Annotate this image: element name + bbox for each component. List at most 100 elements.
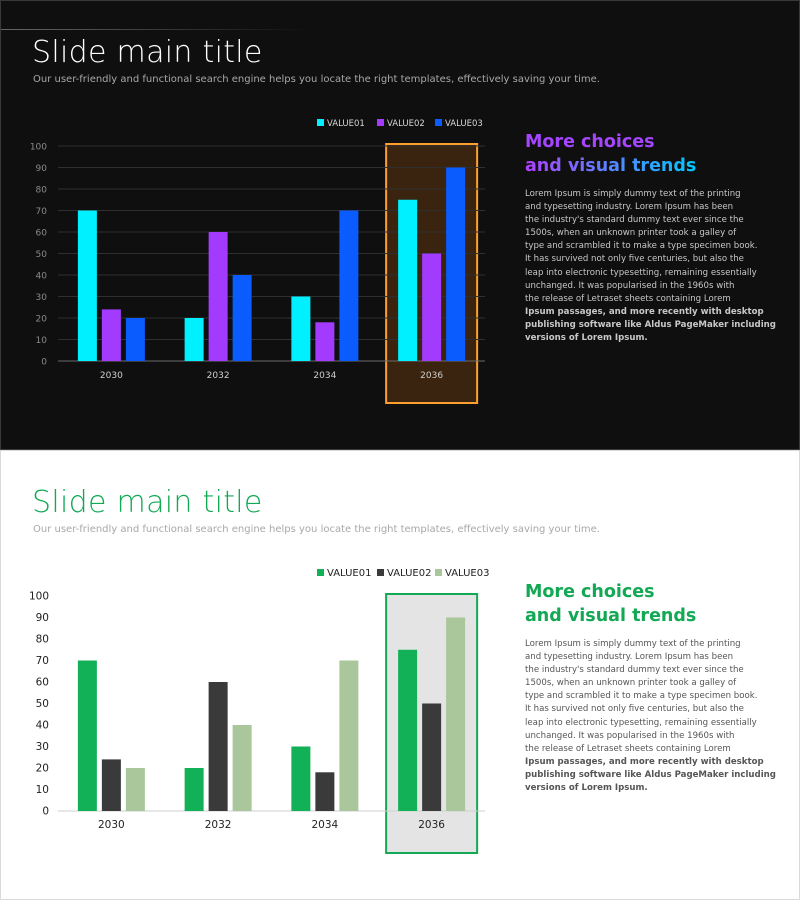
bar-value03-2030 [125,768,145,811]
legend-swatch [317,569,324,576]
x-tick-label: 2034 [313,371,336,381]
body-line: the industry's standard dummy text ever … [525,665,744,676]
y-tick-label: 50 [36,250,48,260]
bar-value01-2036 [398,649,418,811]
bar-value01-2032 [184,318,204,361]
side-heading-line1: More choices [525,132,655,152]
bar-value01-2036 [398,199,418,361]
slide-subtitle: Our user-friendly and functional search … [33,74,600,85]
legend-label: VALUE01 [327,119,365,129]
y-tick-label: 60 [36,677,49,689]
y-tick-label: 30 [36,741,49,753]
bar-value02-2034 [315,322,335,361]
bar-value02-2036 [422,253,442,361]
slide-light: Slide main title Our user-friendly and f… [0,450,800,900]
slide-title: Slide main title [32,485,263,520]
bar-value01-2034 [291,746,311,811]
bar-value02-2030 [101,759,121,811]
legend-label: VALUE03 [445,568,489,579]
x-tick-label: 2034 [312,819,339,831]
body-line-bold: Ipsum passages, and more recently with d… [525,756,764,767]
side-body-text: Lorem Ipsum is simply dummy text of the … [525,638,781,795]
legend-swatch [377,569,384,576]
y-tick-label: 70 [36,655,49,667]
y-tick-label: 90 [36,164,48,174]
side-heading-line2: and visual trends [525,606,697,626]
y-tick-label: 60 [36,229,48,239]
bar-value02-2036 [422,703,442,811]
y-tick-label: 10 [36,336,48,346]
body-line: leap into electronic typesetting, remain… [525,267,757,278]
legend-label: VALUE01 [327,568,371,579]
bar-value03-2036 [446,167,466,361]
bar-value01-2030 [77,210,97,361]
legend-swatch [317,119,324,126]
bar-value03-2036 [446,617,466,811]
slide-title: Slide main title [32,35,263,70]
bar-value02-2030 [101,309,121,361]
bar-value03-2030 [125,318,145,361]
body-line-bold: versions of Lorem Ipsum. [525,783,648,794]
y-tick-label: 30 [36,293,48,303]
body-line: and typesetting industry. Lorem Ipsum ha… [525,652,734,663]
side-heading-line1: More choices [525,582,655,602]
title-divider [1,29,311,30]
side-heading-line2: and visual trends [525,156,697,176]
body-line: the release of Letraset sheets containin… [525,293,731,304]
y-tick-label: 10 [36,784,49,796]
x-tick-label: 2036 [420,371,443,381]
y-tick-label: 100 [29,591,49,603]
x-tick-label: 2036 [418,819,445,831]
y-tick-label: 50 [36,698,49,710]
y-tick-label: 80 [36,186,48,196]
bar-value03-2034 [339,660,359,811]
bar-value01-2034 [291,296,311,361]
bar-value03-2032 [232,725,252,811]
y-tick-label: 20 [36,315,48,325]
bar-value01-2030 [77,660,97,811]
side-body-text: Lorem Ipsum is simply dummy text of the … [525,188,781,345]
body-line-bold: versions of Lorem Ipsum. [525,333,648,344]
x-tick-label: 2030 [98,819,125,831]
y-tick-label: 80 [36,634,49,646]
legend-swatch [377,119,384,126]
legend-label: VALUE03 [445,119,483,129]
x-tick-label: 2032 [207,371,230,381]
y-tick-label: 20 [36,763,49,775]
body-line: unchanged. It was popularised in the 196… [525,730,735,741]
body-line: the release of Letraset sheets containin… [525,743,731,754]
bar-value03-2034 [339,210,359,361]
body-line: and typesetting industry. Lorem Ipsum ha… [525,202,734,213]
body-line-bold: publishing software like Aldus PageMaker… [525,319,776,330]
bar-value03-2032 [232,275,252,361]
body-line: It has survived not only five centuries,… [525,254,744,265]
body-line: type and scrambled it to make a type spe… [525,241,758,252]
legend-swatch [435,569,442,576]
side-heading: More choices and visual trends [525,580,696,628]
body-line-bold: Ipsum passages, and more recently with d… [525,306,764,317]
bar-value02-2032 [208,232,228,361]
legend-label: VALUE02 [387,119,425,129]
y-tick-label: 70 [36,207,48,217]
body-line-bold: publishing software like Aldus PageMaker… [525,769,776,780]
y-tick-label: 0 [41,358,47,368]
x-tick-label: 2032 [205,819,232,831]
y-tick-label: 90 [36,612,49,624]
slide-subtitle: Our user-friendly and functional search … [33,524,600,535]
body-line: Lorem Ipsum is simply dummy text of the … [525,189,741,199]
body-line: unchanged. It was popularised in the 196… [525,280,735,291]
body-line: It has survived not only five centuries,… [525,704,744,715]
bar-value01-2032 [184,768,204,811]
body-line: the industry's standard dummy text ever … [525,215,744,226]
bar-value02-2034 [315,772,335,811]
body-line: 1500s, when an unknown printer took a ga… [525,678,737,689]
legend-swatch [435,119,442,126]
y-tick-label: 0 [42,806,49,818]
bar-value02-2032 [208,682,228,811]
y-tick-label: 100 [30,143,47,153]
body-line: type and scrambled it to make a type spe… [525,691,758,702]
side-heading: More choices and visual trends [525,130,696,178]
body-line: 1500s, when an unknown printer took a ga… [525,228,737,239]
body-line: leap into electronic typesetting, remain… [525,717,757,728]
